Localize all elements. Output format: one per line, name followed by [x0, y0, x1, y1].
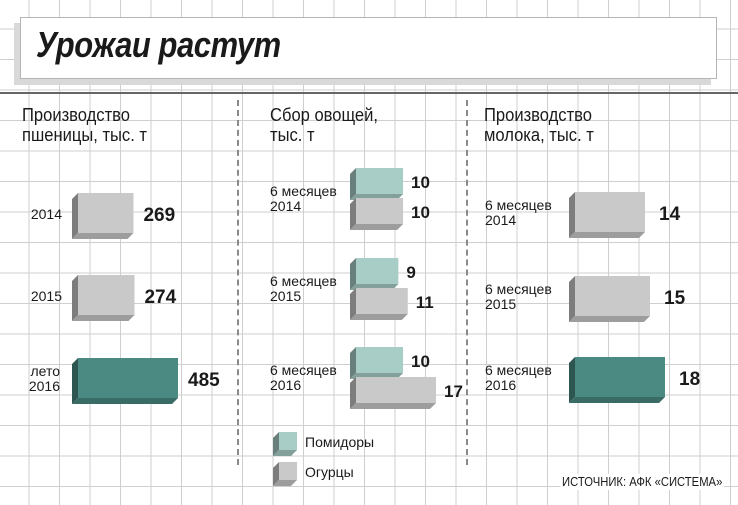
milk-value-2: 18 — [679, 369, 700, 390]
wheat-label-2: лето 2016 — [29, 363, 60, 394]
milk-bar-0 — [569, 192, 645, 238]
wheat-label-1: 2015 — [31, 288, 62, 304]
veg-value-0-1: 10 — [411, 203, 430, 222]
veg-value-1-0: 9 — [406, 263, 415, 282]
divider-right — [466, 100, 468, 465]
veg-legend-swatch-1 — [273, 462, 297, 486]
veg-label-1: 6 месяцев 2015 — [270, 273, 337, 304]
veg-bar-1-1 — [350, 288, 408, 320]
veg-value-1-1: 11 — [416, 293, 434, 312]
milk-label-1: 6 месяцев 2015 — [485, 281, 552, 312]
wheat-value-0: 269 — [143, 205, 175, 226]
page-title: Урожаи растут — [36, 24, 281, 65]
veg-legend-label-0: Помидоры — [305, 434, 374, 450]
divider-left — [237, 100, 239, 465]
milk-bar-2 — [569, 357, 665, 403]
veg-label-0: 6 месяцев 2014 — [270, 183, 337, 214]
wheat-value-1: 274 — [144, 287, 176, 308]
veg-label-2: 6 месяцев 2016 — [270, 362, 337, 393]
wheat-value-2: 485 — [188, 370, 220, 391]
wheat-bar-1 — [72, 275, 135, 321]
milk-value-1: 15 — [664, 288, 686, 309]
milk-heading: Производство молока, тыс. т — [484, 105, 594, 145]
milk-value-0: 14 — [659, 204, 681, 225]
veg-bar-1-0 — [350, 258, 399, 290]
wheat-label-0: 2014 — [31, 206, 62, 222]
wheat-bar-2 — [72, 358, 178, 404]
veg-legend-swatch-0 — [273, 432, 297, 456]
veg-value-2-0: 10 — [411, 352, 430, 371]
veg-bar-2-0 — [350, 347, 404, 379]
wheat-heading: Производство пшеницы, тыс. т — [22, 105, 148, 145]
top-rule — [0, 92, 738, 94]
veg-bar-0-0 — [350, 168, 404, 200]
milk-label-2: 6 месяцев 2016 — [485, 362, 552, 393]
title-box: Урожаи растут — [20, 17, 717, 79]
veg-value-2-1: 17 — [444, 382, 463, 401]
veg-value-0-0: 10 — [411, 173, 430, 192]
veg-legend-label-1: Огурцы — [305, 464, 354, 480]
milk-bar-1 — [569, 276, 650, 322]
wheat-bar-0 — [72, 193, 134, 239]
vegetables-heading: Сбор овощей, тыс. т — [270, 105, 378, 145]
milk-label-0: 6 месяцев 2014 — [485, 197, 552, 228]
source-note: ИСТОЧНИК: АФК «СИСТЕМА» — [560, 474, 724, 490]
veg-bar-0-1 — [350, 198, 404, 230]
veg-bar-2-1 — [350, 377, 436, 409]
